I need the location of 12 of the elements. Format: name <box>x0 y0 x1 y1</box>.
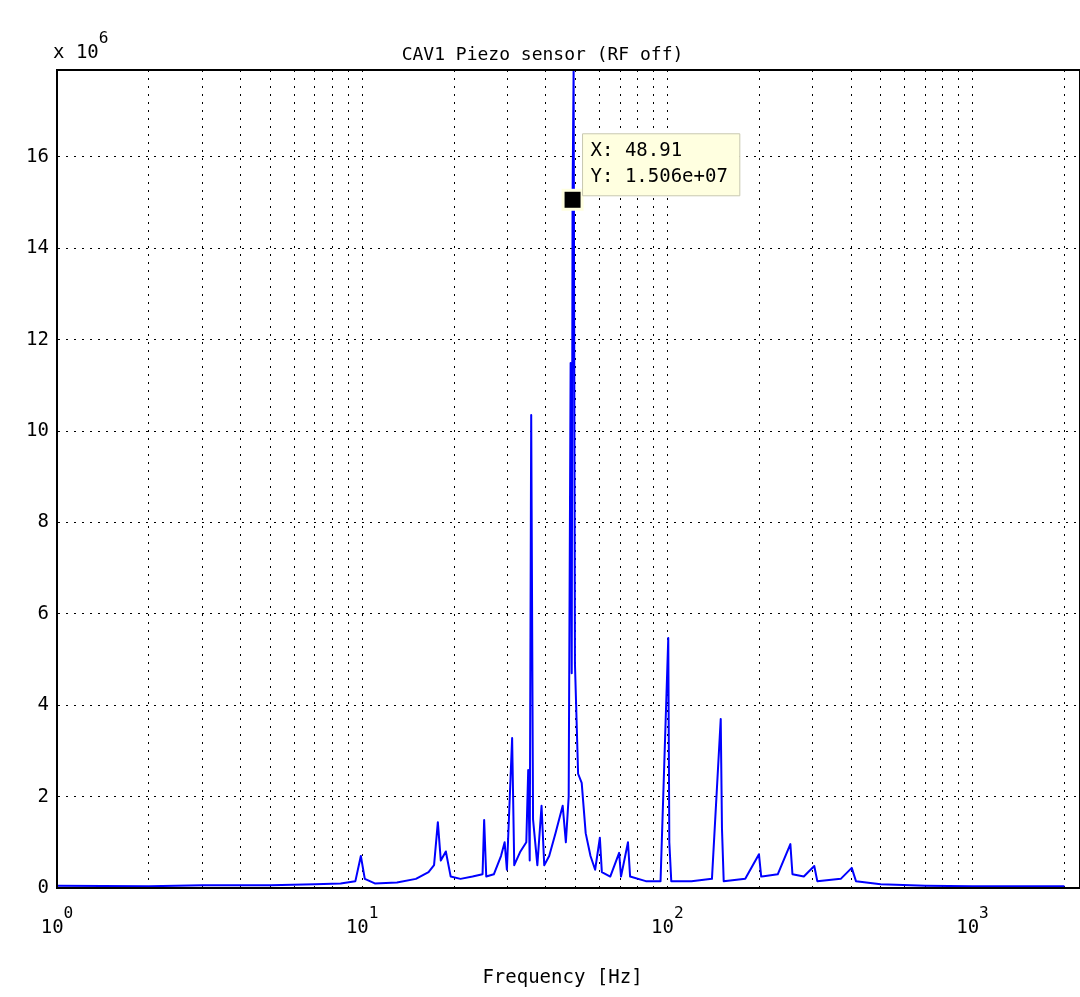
x-axis-title: Frequency [Hz] <box>482 965 643 987</box>
y-tick-label: 16 <box>26 143 49 166</box>
y-tick-label: 12 <box>26 326 49 349</box>
y-tick-label: 8 <box>37 509 49 532</box>
y-tick-label: 10 <box>26 417 49 440</box>
chart-title: CAV1 Piezo sensor (RF off) <box>401 43 684 64</box>
y-tick-label: 4 <box>37 692 49 715</box>
annotation: X: 48.91 Y: 1.506e+07 <box>590 138 728 187</box>
y-tick-label: 2 <box>37 783 49 806</box>
y-tick-label: 0 <box>37 874 49 897</box>
y-tick-label: 14 <box>26 235 49 258</box>
y-tick-label: 6 <box>37 600 49 623</box>
